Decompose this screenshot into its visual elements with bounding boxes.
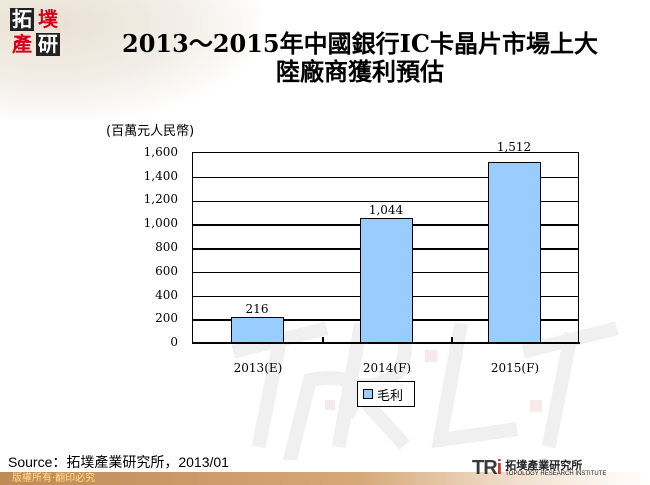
tri-mark-icon: TRi [472, 457, 502, 480]
y-axis-unit-label: (百萬元人民幣) [106, 124, 195, 139]
chart-legend: 毛利 [357, 381, 415, 407]
tri-mark-tr: TR [472, 457, 498, 479]
y-tick: 800 [155, 240, 178, 254]
slide-title: 2013～2015年中國銀行IC卡晶片市場上大 陸廠商獲利預估 [80, 30, 640, 86]
bar-2013 [231, 316, 284, 343]
footer-bar [0, 472, 650, 485]
source-note: Source：拓墣產業研究所，2013/01 [8, 454, 229, 470]
legend-swatch [363, 389, 373, 399]
y-tick: 600 [155, 264, 178, 278]
logo-char: 墣 [38, 7, 58, 31]
x-label: 2014(F) [362, 361, 412, 375]
y-tick: 400 [155, 288, 178, 302]
tri-brand-logo: TRi 拓墣產業研究所 TOPOLOGY RESEARCH INSTITUTE [472, 457, 606, 480]
y-tick: 1,200 [143, 192, 178, 206]
bar-value-label: 1,044 [368, 203, 404, 217]
tri-brand-text: 拓墣產業研究所 TOPOLOGY RESEARCH INSTITUTE [505, 460, 606, 477]
y-tick: 200 [155, 311, 178, 325]
brand-name-cn: 拓墣產業研究所 [505, 459, 583, 472]
title-line-2: 陸廠商獲利預估 [276, 57, 444, 86]
x-label: 2015(F) [490, 361, 540, 375]
legend-label: 毛利 [377, 388, 404, 404]
bar-2015 [488, 161, 541, 343]
gridline [193, 200, 578, 202]
brand-name-en: TOPOLOGY RESEARCH INSTITUTE [505, 471, 607, 477]
logo-char: 產 [12, 32, 32, 56]
y-tick: 0 [170, 335, 178, 349]
tri-mark-i: i [496, 457, 502, 479]
x-tick-mark [322, 337, 324, 343]
tri-logo-badge: 拓 墣 產 研 [10, 8, 62, 58]
title-line-1: 2013～2015年中國銀行IC卡晶片市場上大 [122, 29, 598, 58]
copyright-text: 版權所有‧翻印必究 [12, 473, 96, 484]
y-tick: 1,600 [143, 145, 178, 159]
bar-value-label: 1,512 [496, 140, 532, 154]
background-map [0, 0, 260, 120]
y-tick: 1,000 [143, 216, 178, 230]
gridline [193, 176, 578, 179]
bar-value-label: 216 [245, 302, 269, 316]
logo-char: 研 [36, 32, 60, 56]
x-label: 2013(E) [233, 361, 283, 375]
bar-2014 [360, 218, 413, 343]
logo-char: 拓 [10, 7, 34, 31]
y-tick: 1,400 [143, 169, 178, 183]
x-tick-mark [451, 337, 453, 343]
